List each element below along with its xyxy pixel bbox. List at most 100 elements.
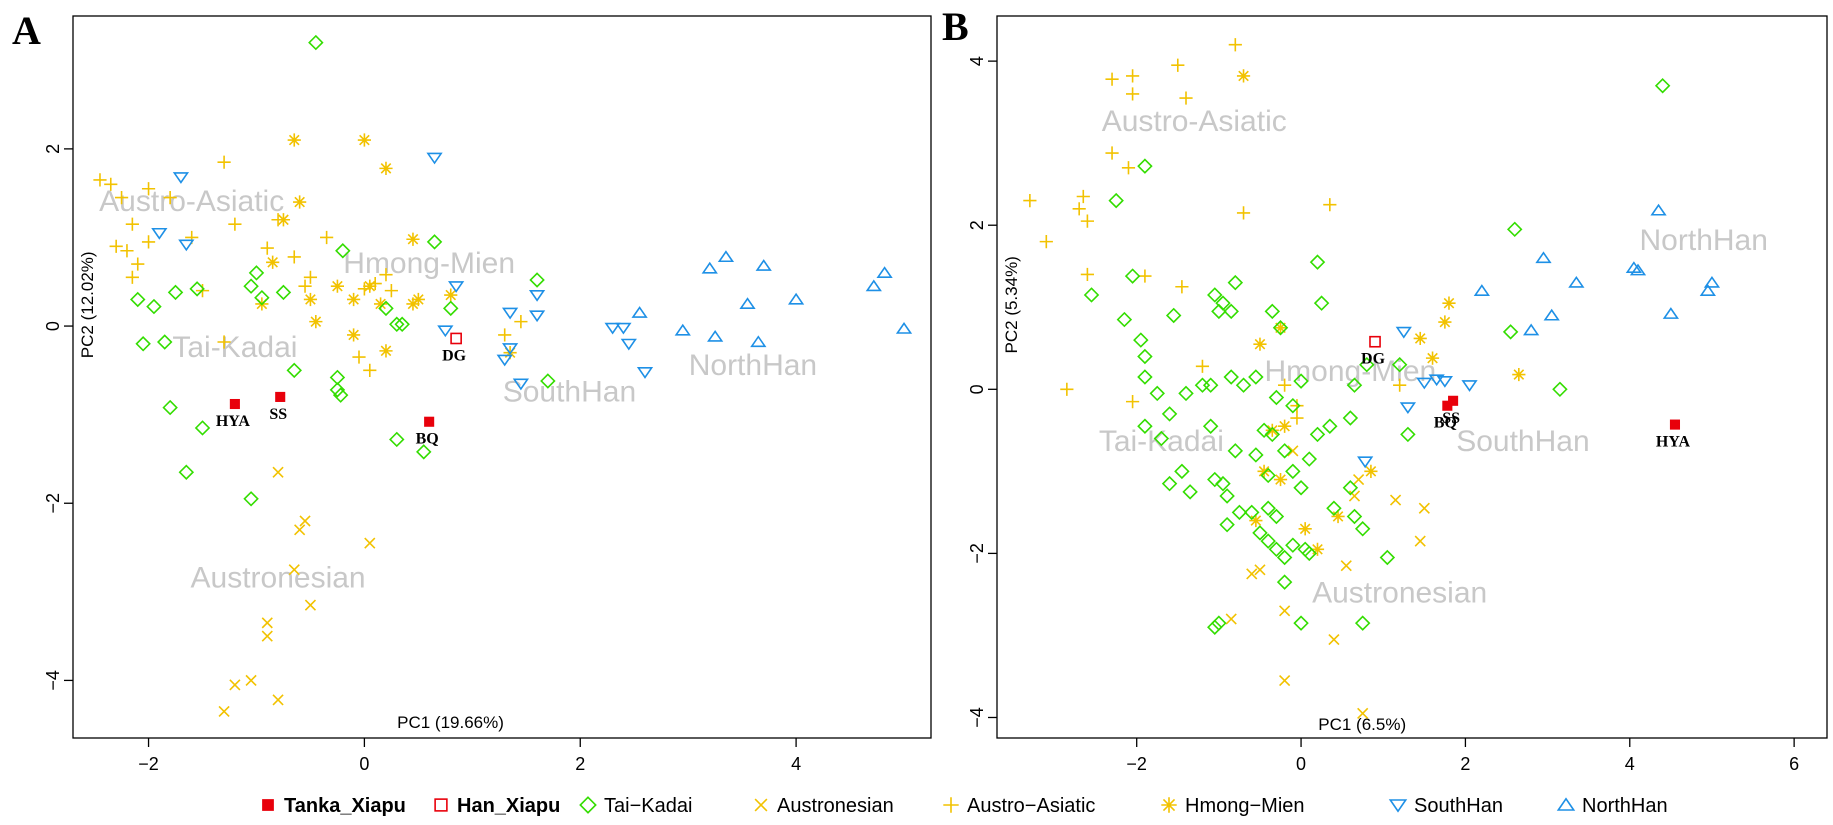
point-tai-kadai	[540, 373, 556, 389]
point-southhan	[1436, 376, 1453, 388]
y-tick-label: −4	[43, 670, 63, 691]
point-tai-kadai	[1215, 295, 1231, 311]
point-tai-kadai	[1313, 295, 1330, 311]
point-austro-asiatic	[163, 191, 177, 205]
point-austro-asiatic	[260, 241, 274, 255]
point-tai-kadai	[1326, 500, 1342, 517]
point-tai-kadai	[1161, 406, 1178, 422]
point-tai-kadai	[1285, 537, 1301, 553]
series-northhan	[631, 250, 913, 348]
point-tai-kadai	[1153, 430, 1170, 447]
point-austronesian	[229, 679, 241, 691]
point-hmong-mien	[379, 344, 393, 358]
point-austro-asiatic	[368, 276, 382, 291]
group-label-northhan: NorthHan	[1640, 224, 1768, 257]
legend-marker-han-xiapu	[434, 798, 448, 812]
point-austro-asiatic	[287, 250, 301, 264]
point-tai-kadai	[162, 399, 178, 416]
point-tai-kadai	[1178, 385, 1194, 402]
point-austro-asiatic	[1228, 38, 1242, 52]
point-tai-kadai	[389, 431, 405, 448]
point-tai-kadai	[1211, 615, 1227, 631]
point-hmong-mien	[1257, 464, 1271, 478]
point-tanka-xiapu	[424, 416, 435, 427]
point-northhan	[631, 306, 648, 318]
point-tai-kadai	[1248, 447, 1264, 463]
point-hmong-mien	[347, 292, 361, 307]
point-tai-kadai	[1252, 525, 1268, 541]
point-tai-kadai	[135, 336, 151, 352]
point-tai-kadai	[1260, 467, 1276, 484]
point-tai-kadai	[1276, 549, 1293, 566]
point-austro-asiatic	[1080, 267, 1094, 282]
point-austro-asiatic	[320, 230, 334, 245]
series-han-xiapu: DG	[442, 332, 467, 364]
point-austronesian	[288, 564, 300, 576]
point-tai-kadai	[1342, 410, 1359, 426]
point-tai-kadai	[329, 382, 346, 398]
point-tai-kadai	[1346, 377, 1363, 393]
point-austronesian	[1348, 490, 1361, 502]
point-tai-kadai	[1124, 268, 1141, 284]
point-hmong-mien	[347, 328, 361, 342]
legend-label: Austro−Asiatic	[967, 795, 1095, 817]
point-tai-kadai	[275, 284, 292, 301]
point-austronesian	[1287, 445, 1299, 457]
point-austronesian	[1418, 502, 1430, 514]
point-tai-kadai	[1137, 158, 1153, 174]
point-tai-kadai	[1116, 311, 1133, 328]
point-austro-asiatic	[363, 363, 377, 377]
series-austro-asiatic	[1023, 38, 1407, 425]
point-austro-asiatic	[379, 268, 393, 282]
point-tai-kadai	[1276, 443, 1293, 459]
point-austronesian	[1328, 633, 1340, 646]
point-austronesian	[1414, 535, 1426, 547]
group-label-austronesian: Austronesian	[191, 561, 366, 594]
legend-item-hmong-mien: Hmong−Mien	[1161, 795, 1305, 817]
legend-marker-austronesian	[754, 798, 768, 812]
point-hmong-mien	[411, 292, 425, 307]
group-label-tai-kadai: Tai-Kadai	[172, 331, 297, 364]
point-tai-kadai	[286, 362, 302, 379]
point-tanka-xiapu	[1669, 419, 1681, 430]
point-austro-asiatic	[352, 350, 366, 364]
point-hmong-mien	[406, 232, 420, 246]
point-southhan	[528, 310, 546, 323]
legend-item-austronesian: Austronesian	[754, 795, 894, 817]
point-southhan	[437, 325, 454, 338]
y-tick-label: −2	[43, 493, 63, 514]
point-hmong-mien	[276, 213, 291, 227]
legend-item-austro-asiatic: Austro−Asiatic	[943, 795, 1095, 817]
legend-marker-tanka-xiapu	[262, 799, 274, 811]
x-tick-label: 0	[359, 754, 369, 774]
series-austronesian	[1225, 445, 1430, 719]
point-hmong-mien	[330, 279, 345, 293]
plot-frame	[72, 15, 932, 739]
point-label-ss: SS	[269, 406, 287, 423]
point-austronesian	[1254, 564, 1266, 576]
point-austronesian	[1279, 605, 1291, 617]
point-austronesian	[1357, 707, 1369, 719]
point-tai-kadai	[1276, 574, 1293, 590]
point-label-hya: HYA	[216, 413, 251, 430]
point-northhan	[755, 259, 772, 271]
point-hmong-mien	[287, 133, 301, 147]
y-tick-label: 0	[43, 321, 63, 331]
legend-label: Han_Xiapu	[457, 795, 560, 817]
point-austro-asiatic	[141, 235, 156, 249]
point-northhan	[739, 297, 756, 310]
x-tick-label: −2	[1126, 754, 1147, 774]
point-austro-asiatic	[109, 239, 123, 253]
point-hmong-mien	[363, 279, 377, 293]
point-han-xiapu	[1369, 335, 1381, 348]
point-tai-kadai	[130, 291, 146, 308]
point-hmong-mien	[1425, 351, 1440, 365]
point-southhan	[178, 239, 195, 252]
series-tanka-xiapu: HYA SS BQ	[216, 391, 439, 448]
point-southhan	[448, 281, 465, 293]
point-austro-asiatic	[114, 191, 129, 205]
point-tai-kadai	[1285, 463, 1301, 480]
point-label-bq: BQ	[1434, 415, 1457, 432]
point-austro-asiatic	[131, 257, 145, 271]
point-austro-asiatic	[1171, 58, 1185, 72]
